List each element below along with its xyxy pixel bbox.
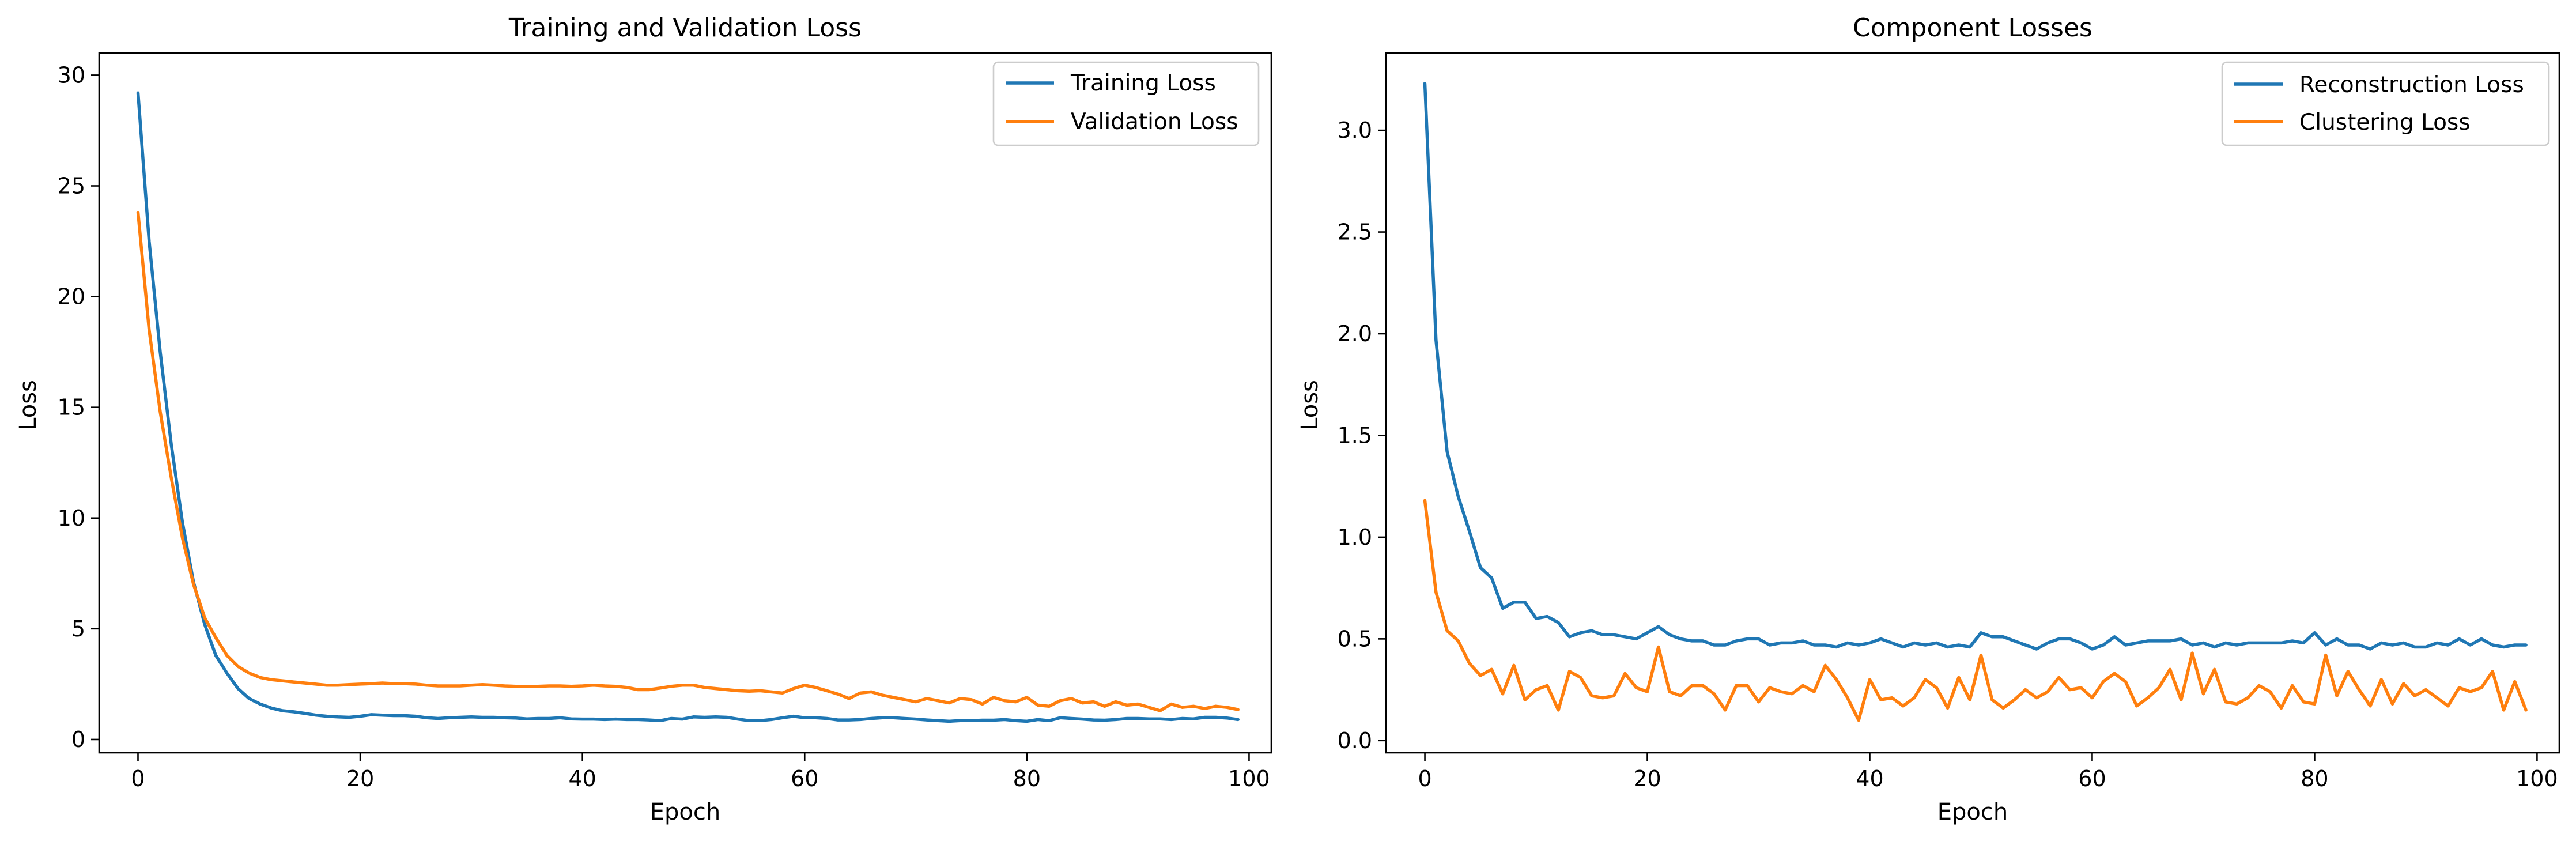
component-losses-chart: Component Losses Epoch Loss 0 20 40 60 80 100… bbox=[1297, 13, 2560, 825]
legend-box bbox=[992, 61, 1260, 146]
legend: Training Loss Validation Loss bbox=[992, 61, 1260, 146]
series-lines bbox=[1423, 82, 2528, 722]
x-tick-label: 20 bbox=[1633, 766, 1661, 791]
series-line-training-loss bbox=[136, 91, 1240, 723]
legend: Reconstruction Loss Clustering Loss bbox=[2221, 61, 2550, 146]
x-axis-ticks: 0 20 40 60 80 100 bbox=[1418, 753, 2558, 791]
plot-frame bbox=[98, 52, 1272, 754]
x-tick-label: 60 bbox=[2078, 766, 2106, 791]
x-tick-label: 40 bbox=[1856, 766, 1883, 791]
x-tick-label: 100 bbox=[2516, 766, 2558, 791]
y-axis-ticks: 0.0 0.5 1.0 1.5 2.0 2.5 3.0 bbox=[1338, 118, 1386, 753]
y-tick-label: 0.0 bbox=[1338, 728, 1372, 753]
plot-frame bbox=[1385, 52, 2560, 754]
legend-label-validation-loss: Validation Loss bbox=[1071, 109, 1238, 135]
x-tick-label: 0 bbox=[1418, 766, 1431, 791]
y-tick-label: 30 bbox=[58, 62, 85, 88]
y-tick-label: 2.5 bbox=[1338, 220, 1372, 245]
legend-label-reconstruction-loss: Reconstruction Loss bbox=[2299, 72, 2524, 98]
y-tick-label: 5 bbox=[71, 616, 85, 642]
y-axis-label: Loss bbox=[15, 380, 41, 431]
legend-box bbox=[2221, 61, 2550, 146]
training-validation-loss-chart: Training and Validation Loss Epoch Loss … bbox=[15, 13, 1272, 825]
y-tick-label: 10 bbox=[58, 506, 85, 531]
x-axis-label: Epoch bbox=[1937, 799, 2008, 825]
y-tick-label: 0 bbox=[71, 727, 85, 752]
x-tick-label: 0 bbox=[131, 766, 145, 791]
series-lines bbox=[136, 91, 1240, 723]
y-tick-label: 0.5 bbox=[1338, 626, 1372, 651]
x-axis-label: Epoch bbox=[650, 799, 720, 825]
x-tick-label: 80 bbox=[2301, 766, 2328, 791]
x-tick-label: 60 bbox=[791, 766, 818, 791]
legend-label-training-loss: Training Loss bbox=[1070, 70, 1216, 96]
series-line-reconstruction-loss bbox=[1423, 82, 2528, 651]
y-tick-label: 25 bbox=[58, 173, 85, 199]
y-tick-label: 1.5 bbox=[1338, 423, 1372, 448]
y-tick-label: 15 bbox=[58, 395, 85, 420]
y-tick-label: 3.0 bbox=[1338, 118, 1372, 143]
series-line-clustering-loss bbox=[1423, 499, 2528, 722]
x-axis-ticks: 0 20 40 60 80 100 bbox=[131, 753, 1270, 791]
series-line-validation-loss bbox=[136, 210, 1240, 712]
y-axis-label: Loss bbox=[1297, 380, 1323, 431]
y-axis-ticks: 0 5 10 15 20 25 30 bbox=[58, 62, 99, 752]
chart-title: Training and Validation Loss bbox=[508, 13, 862, 43]
legend-label-clustering-loss: Clustering Loss bbox=[2299, 110, 2471, 135]
x-tick-label: 100 bbox=[1228, 766, 1270, 791]
x-tick-label: 20 bbox=[346, 766, 374, 791]
x-tick-label: 40 bbox=[568, 766, 596, 791]
y-tick-label: 2.0 bbox=[1338, 321, 1372, 346]
y-tick-label: 20 bbox=[58, 284, 85, 310]
y-tick-label: 1.0 bbox=[1338, 525, 1372, 550]
x-tick-label: 80 bbox=[1013, 766, 1041, 791]
chart-title: Component Losses bbox=[1853, 13, 2092, 43]
